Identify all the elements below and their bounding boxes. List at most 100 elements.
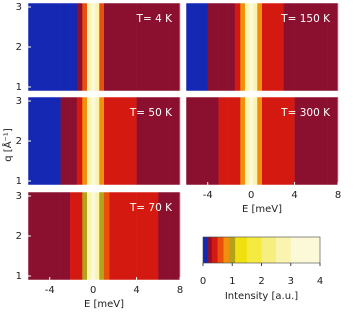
heat-cell bbox=[257, 97, 263, 185]
colorbar-tick-label: 3 bbox=[288, 276, 294, 287]
heat-cell bbox=[28, 3, 40, 91]
heat-cell bbox=[262, 97, 268, 185]
x-tick-label: -4 bbox=[203, 190, 213, 201]
y-tick-label: 3 bbox=[16, 191, 22, 202]
heat-cell bbox=[245, 97, 250, 185]
heat-cell bbox=[91, 3, 96, 91]
colorbar-tick-label: 2 bbox=[258, 276, 264, 287]
y-tick-label: 2 bbox=[16, 231, 22, 242]
heat-cell bbox=[274, 3, 285, 91]
x-axis-label: E [meV] bbox=[242, 204, 282, 215]
colorbar-block bbox=[207, 237, 213, 263]
heat-cell bbox=[109, 3, 117, 91]
heat-cell bbox=[267, 3, 275, 91]
x-tick-label: 4 bbox=[291, 190, 297, 201]
y-axis-label: q [Å⁻¹] bbox=[1, 128, 14, 162]
heat-cell bbox=[60, 192, 71, 280]
heat-cell bbox=[196, 97, 209, 185]
heat-cell bbox=[245, 3, 250, 91]
heat-cell bbox=[249, 3, 254, 91]
heat-cell bbox=[327, 97, 339, 185]
colorbar-block bbox=[261, 237, 277, 263]
colorbar-tick-label: 4 bbox=[317, 276, 323, 287]
heat-cell bbox=[49, 192, 61, 280]
heat-cell bbox=[147, 97, 159, 185]
heat-cell bbox=[104, 192, 110, 280]
panel-label: T= 70 K bbox=[129, 202, 173, 214]
heat-cell bbox=[104, 97, 110, 185]
heat-cell bbox=[207, 97, 219, 185]
heat-cell bbox=[109, 97, 117, 185]
colorbar-block bbox=[211, 237, 218, 263]
heat-cell bbox=[253, 3, 258, 91]
colorbar-label: Intensity [a.u.] bbox=[225, 291, 298, 302]
heat-cell bbox=[147, 3, 159, 91]
y-tick-label: 3 bbox=[16, 2, 22, 13]
heat-cell bbox=[169, 192, 181, 280]
heat-cell bbox=[283, 97, 295, 185]
heat-cell bbox=[234, 3, 241, 91]
panel-frame bbox=[185, 96, 339, 186]
colorbar-tick-label: 0 bbox=[200, 276, 206, 287]
x-tick-label: 0 bbox=[248, 190, 254, 201]
heat-cell bbox=[228, 3, 236, 91]
x-tick-label: 8 bbox=[177, 285, 183, 296]
x-tick-label: -4 bbox=[45, 285, 55, 296]
colorbar-block bbox=[290, 237, 321, 263]
heat-cell bbox=[38, 3, 51, 91]
heat-cell bbox=[116, 97, 127, 185]
heat-cell bbox=[95, 192, 100, 280]
heat-cell bbox=[125, 97, 137, 185]
heat-cell bbox=[169, 97, 181, 185]
heat-cell bbox=[116, 192, 127, 280]
x-tick-label: 0 bbox=[90, 285, 96, 296]
heat-cell bbox=[87, 192, 92, 280]
panel-frame bbox=[185, 2, 339, 92]
heat-cell bbox=[87, 97, 92, 185]
heat-cell bbox=[228, 97, 236, 185]
panel-label: T= 50 K bbox=[129, 107, 173, 119]
heat-cell bbox=[91, 192, 96, 280]
heat-cell bbox=[218, 97, 229, 185]
heat-cell bbox=[95, 97, 100, 185]
heat-cell bbox=[91, 97, 96, 185]
heat-cell bbox=[125, 192, 137, 280]
heat-cell bbox=[38, 97, 51, 185]
heat-cell bbox=[253, 97, 258, 185]
heat-cell bbox=[99, 97, 105, 185]
heat-cell bbox=[234, 97, 241, 185]
x-tick-label: 4 bbox=[133, 285, 139, 296]
heat-cell bbox=[116, 3, 127, 91]
colorbar-tick-label: 1 bbox=[229, 276, 235, 287]
heat-cell bbox=[196, 3, 209, 91]
heat-cell bbox=[104, 3, 110, 91]
colorbar-block bbox=[203, 237, 208, 263]
heat-cell bbox=[305, 97, 317, 185]
heat-cell bbox=[186, 3, 198, 91]
heat-cell bbox=[262, 3, 268, 91]
heat-cell bbox=[82, 97, 88, 185]
heat-cell bbox=[136, 192, 148, 280]
y-tick-label: 1 bbox=[16, 271, 22, 282]
heat-cell bbox=[158, 97, 170, 185]
heat-cell bbox=[76, 97, 83, 185]
heat-cell bbox=[283, 3, 295, 91]
heat-cell bbox=[60, 3, 71, 91]
heat-cell bbox=[294, 3, 306, 91]
heat-cell bbox=[87, 3, 92, 91]
heat-cell bbox=[240, 3, 246, 91]
heat-cell bbox=[207, 3, 219, 91]
heat-cell bbox=[99, 192, 105, 280]
colorbar-block bbox=[217, 237, 224, 263]
x-tick-label: 8 bbox=[335, 190, 341, 201]
heat-cell bbox=[109, 192, 117, 280]
heat-cell bbox=[95, 3, 100, 91]
heat-cell bbox=[136, 3, 148, 91]
panel-label: T= 150 K bbox=[280, 13, 331, 25]
heat-cell bbox=[186, 97, 198, 185]
heat-cell bbox=[76, 3, 83, 91]
colorbar-block bbox=[229, 237, 236, 263]
heat-cell bbox=[70, 97, 78, 185]
heat-cell bbox=[158, 3, 170, 91]
